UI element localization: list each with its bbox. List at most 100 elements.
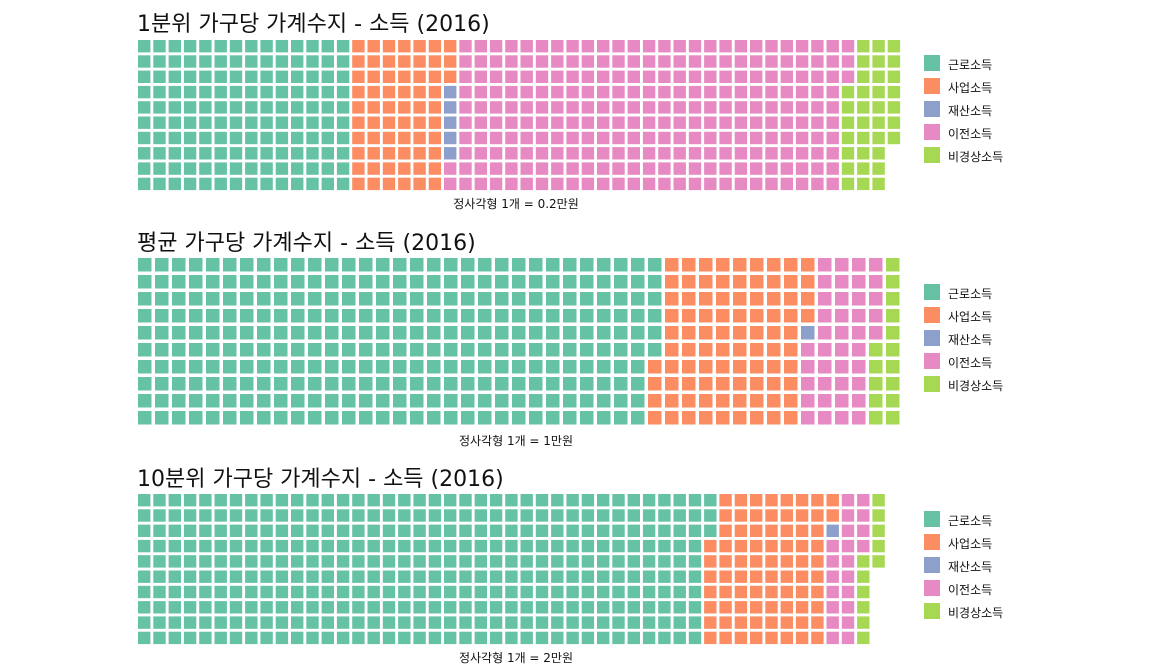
waffle-square — [682, 309, 696, 323]
waffle-square — [682, 377, 696, 391]
waffle-square — [673, 147, 686, 160]
waffle-square — [801, 411, 815, 425]
waffle-square — [580, 309, 594, 323]
waffle-square — [240, 411, 254, 425]
waffle-square — [428, 539, 442, 553]
waffle-square — [138, 601, 151, 614]
waffle-square — [138, 70, 151, 83]
waffle-square — [535, 585, 549, 599]
waffle-square — [886, 411, 900, 425]
waffle-square — [495, 292, 509, 306]
waffle-square — [245, 162, 258, 175]
waffle-square — [352, 70, 365, 83]
legend-label: 근로소득 — [948, 58, 993, 72]
waffle-square — [189, 292, 203, 306]
waffle-square — [627, 509, 640, 522]
waffle-square — [699, 275, 713, 289]
waffle-square — [489, 631, 503, 645]
waffle-square — [581, 40, 595, 53]
waffle-square — [780, 147, 793, 160]
waffle-square — [780, 116, 793, 129]
waffle-square — [260, 55, 273, 68]
waffle-square — [658, 494, 671, 507]
waffle-square — [566, 40, 579, 53]
waffle-square — [872, 539, 885, 553]
waffle-square — [274, 343, 288, 357]
waffle-square — [767, 394, 781, 408]
waffle-square — [780, 85, 793, 99]
waffle-square — [275, 631, 289, 645]
waffle-square — [321, 524, 334, 537]
waffle-square — [665, 411, 679, 425]
waffle-square — [869, 258, 883, 272]
waffle-square — [428, 70, 442, 83]
waffle-square — [183, 570, 197, 583]
waffle-square — [765, 585, 778, 599]
waffle-square — [444, 524, 457, 537]
waffle-square — [382, 585, 396, 599]
waffle-square — [780, 601, 793, 614]
waffle-square — [835, 360, 849, 374]
waffle-square — [428, 55, 442, 68]
waffle-square — [597, 524, 610, 537]
waffle-square — [734, 631, 748, 645]
waffle-square — [699, 258, 713, 272]
waffle-square — [359, 309, 373, 323]
waffle-square — [546, 343, 560, 357]
waffle-square — [505, 85, 518, 99]
waffle-square — [642, 570, 656, 583]
waffle-square — [444, 394, 458, 408]
waffle-square — [581, 147, 595, 160]
waffle-square — [857, 147, 870, 160]
waffle-square — [410, 343, 424, 357]
waffle-square — [811, 162, 824, 175]
waffle-square — [597, 631, 610, 645]
waffle-square — [428, 524, 442, 537]
waffle-square — [367, 570, 380, 583]
waffle-square — [841, 147, 855, 160]
waffle-square — [321, 40, 334, 53]
waffle-square — [444, 309, 458, 323]
waffle-square — [784, 258, 798, 272]
waffle-square — [529, 292, 543, 306]
waffle-square — [138, 411, 152, 425]
waffle-square — [214, 162, 227, 175]
waffle-square — [206, 343, 220, 357]
legend-swatch — [924, 55, 940, 71]
waffle-square — [321, 131, 334, 145]
waffle-square — [342, 275, 356, 289]
waffle-square — [734, 85, 748, 99]
waffle-square — [183, 162, 197, 175]
waffle-square — [811, 494, 824, 507]
waffle-square — [459, 570, 472, 583]
waffle-square — [306, 40, 319, 53]
waffle-square — [750, 275, 764, 289]
waffle-square — [505, 116, 518, 129]
waffle-square — [580, 275, 594, 289]
waffle-square — [658, 555, 671, 568]
waffle-square — [512, 411, 526, 425]
waffle-square — [872, 85, 885, 99]
waffle-square — [795, 585, 809, 599]
waffle-square — [597, 601, 610, 614]
waffle-square — [168, 494, 181, 507]
waffle-square — [168, 162, 181, 175]
waffle-square — [535, 631, 549, 645]
waffle-square — [627, 601, 640, 614]
waffle-square — [489, 147, 503, 160]
waffle-square — [306, 85, 319, 99]
waffle-square — [614, 309, 628, 323]
waffle-square — [750, 555, 763, 568]
waffle-square — [852, 326, 866, 340]
waffle-square — [750, 309, 764, 323]
waffle-square — [214, 55, 227, 68]
waffle-square — [581, 494, 595, 507]
waffle-square — [291, 411, 305, 425]
waffle-square — [291, 85, 304, 99]
waffle-square — [566, 85, 579, 99]
waffle-square — [183, 509, 197, 522]
waffle-square — [352, 585, 365, 599]
waffle-square — [852, 258, 866, 272]
waffle-square — [520, 70, 533, 83]
waffle-square — [750, 394, 764, 408]
